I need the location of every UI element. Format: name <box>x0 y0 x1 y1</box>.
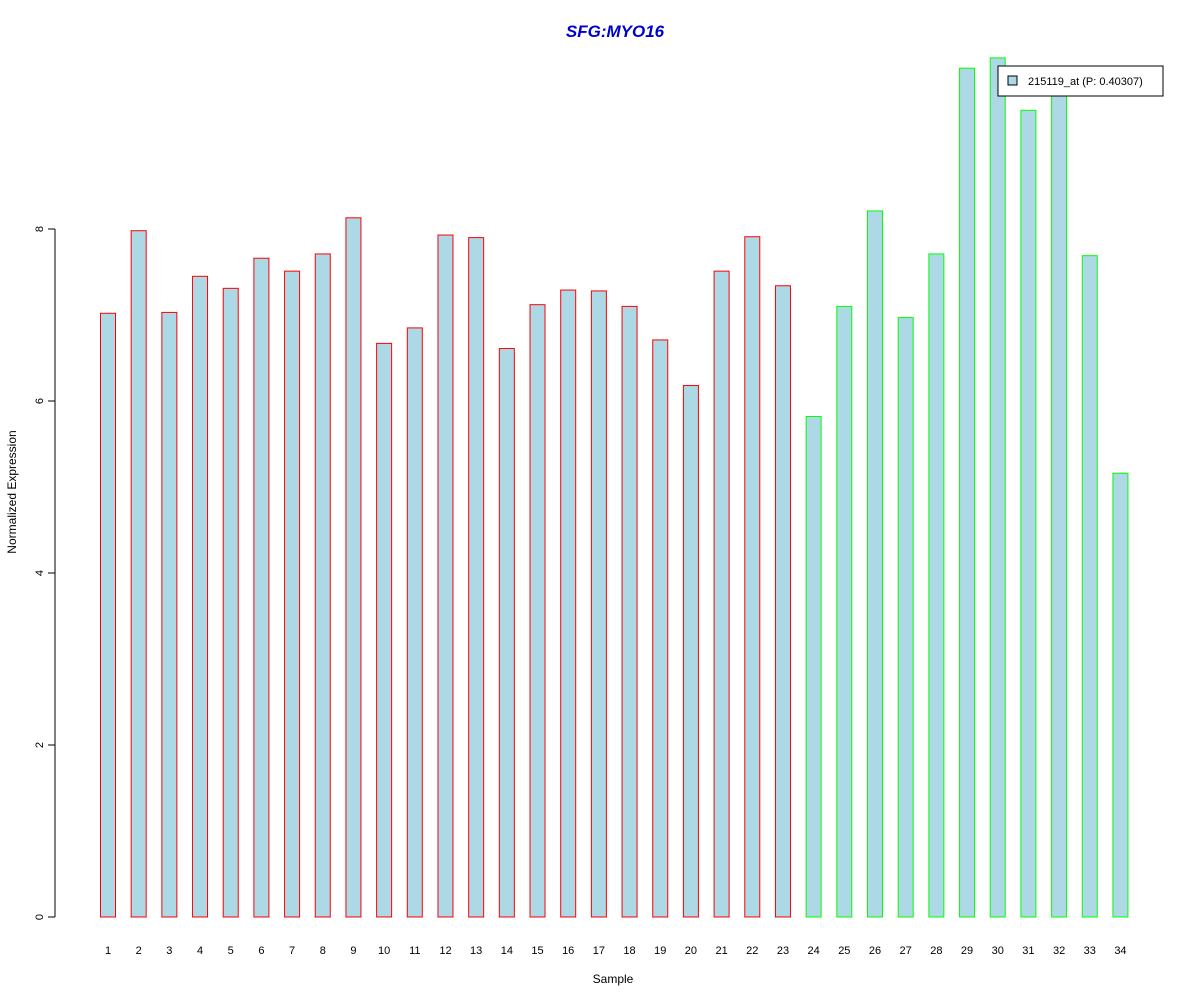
bar-sample-7 <box>284 270 301 918</box>
x-tick-label: 9 <box>350 945 356 957</box>
bar-sample-1 <box>100 312 116 918</box>
x-tick-label: 18 <box>623 945 635 957</box>
x-tick-label: 24 <box>808 945 820 957</box>
bar-sample-33 <box>1081 255 1098 918</box>
x-tick-label: 19 <box>654 945 666 957</box>
bar-sample-5 <box>222 287 239 918</box>
bar-sample-34 <box>1112 472 1129 918</box>
bar-sample-10 <box>376 342 393 918</box>
bars <box>100 57 1129 918</box>
x-tick-label: 17 <box>593 945 605 957</box>
x-tick-label: 10 <box>378 945 390 957</box>
bar-sample-25 <box>836 305 853 918</box>
x-tick-label: 25 <box>838 945 850 957</box>
x-tick-label: 33 <box>1084 945 1096 957</box>
x-tick-label: 27 <box>900 945 912 957</box>
bar-sample-32 <box>1051 86 1068 918</box>
x-tick-label: 32 <box>1053 945 1065 957</box>
bar-sample-15 <box>529 304 546 918</box>
bar-sample-31 <box>1020 109 1037 918</box>
bar-sample-28 <box>928 253 945 918</box>
y-tick-label: 4 <box>34 570 46 576</box>
x-tick-label: 3 <box>166 945 172 957</box>
x-tick-label: 21 <box>715 945 727 957</box>
x-tick-label: 6 <box>258 945 264 957</box>
x-tick-label: 8 <box>320 945 326 957</box>
x-tick-label: 7 <box>289 945 295 957</box>
bar-sample-26 <box>867 210 883 918</box>
x-tick-label: 29 <box>961 945 973 957</box>
x-tick-label: 15 <box>531 945 543 957</box>
y-tick-label: 0 <box>34 914 46 920</box>
bar-sample-11 <box>406 327 423 918</box>
bar-sample-2 <box>130 230 147 918</box>
bar-sample-17 <box>590 290 607 918</box>
x-tick-label: 1 <box>105 945 111 957</box>
legend: 215119_at (P: 0.40307) <box>997 65 1164 97</box>
chart-title: SFG:MYO16 <box>566 22 665 41</box>
x-tick-labels: 1 2 3 4 5 6 7 8 9 10 11 12 13 14 15 16 17 18 19 20 21 22 23 24 2… <box>105 945 1127 957</box>
x-tick-label: 26 <box>869 945 881 957</box>
x-tick-label: 22 <box>746 945 758 957</box>
bar-sample-6 <box>253 257 270 918</box>
y-axis: 0 2 4 6 8 <box>34 226 56 920</box>
bar-sample-29 <box>959 67 976 918</box>
x-tick-label: 28 <box>930 945 942 957</box>
y-tick-label: 2 <box>34 742 46 748</box>
y-axis-label: Normalized Expression <box>5 430 19 553</box>
x-tick-label: 14 <box>501 945 513 957</box>
x-tick-label: 20 <box>685 945 697 957</box>
bar-sample-27 <box>897 317 914 918</box>
y-tick-label: 8 <box>34 226 46 232</box>
bar-sample-23 <box>774 285 791 918</box>
bar-sample-4 <box>192 275 209 918</box>
x-tick-label: 31 <box>1022 945 1034 957</box>
legend-box <box>997 65 1164 97</box>
bar-sample-9 <box>345 217 362 918</box>
legend-label: 215119_at (P: 0.40307) <box>1028 76 1143 88</box>
x-tick-label: 5 <box>228 945 234 957</box>
bar-sample-14 <box>498 348 515 918</box>
bar-sample-30 <box>989 57 1006 918</box>
x-tick-label: 16 <box>562 945 574 957</box>
x-tick-label: 13 <box>470 945 482 957</box>
x-tick-label: 4 <box>197 945 203 957</box>
x-tick-label: 11 <box>409 945 420 957</box>
bar-sample-12 <box>437 234 454 918</box>
bar-sample-19 <box>652 339 669 918</box>
bar-sample-8 <box>314 253 331 918</box>
y-tick-label: 6 <box>34 398 46 404</box>
bar-sample-18 <box>621 305 638 918</box>
bar-sample-20 <box>682 385 699 918</box>
x-tick-label: 30 <box>992 945 1004 957</box>
bar-sample-22 <box>744 236 761 918</box>
bar-sample-16 <box>560 289 577 918</box>
legend-swatch <box>1007 75 1018 86</box>
x-axis-label: Sample <box>593 972 634 986</box>
x-tick-label: 2 <box>136 945 142 957</box>
bar-sample-3 <box>161 311 178 918</box>
bar-sample-21 <box>713 270 730 918</box>
x-tick-label: 12 <box>439 945 451 957</box>
x-tick-label: 23 <box>777 945 789 957</box>
x-tick-label: 34 <box>1114 945 1126 957</box>
bar-sample-24 <box>805 415 822 918</box>
bar-sample-13 <box>468 237 485 918</box>
